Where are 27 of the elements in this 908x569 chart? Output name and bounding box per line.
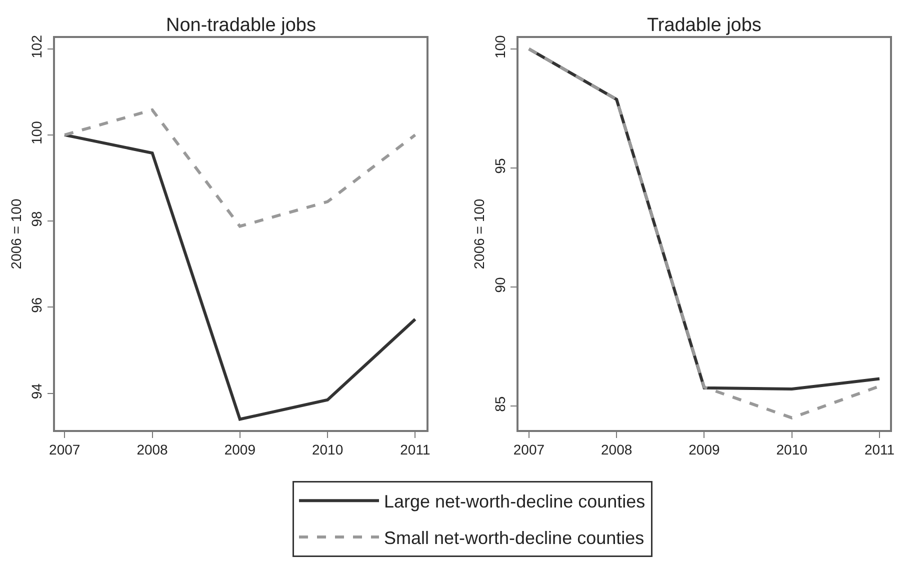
y-tick-label: 95: [492, 158, 508, 174]
x-tick-label: 2007: [513, 442, 545, 458]
x-tick-label: 2008: [600, 442, 632, 458]
y-axis-title: 2006 = 100: [8, 198, 24, 270]
y-axis-title: 2006 = 100: [471, 198, 488, 270]
y-tick-label: 102: [28, 34, 45, 58]
x-tick-label: 2009: [688, 442, 720, 458]
chart-title: Non-tradable jobs: [166, 15, 316, 36]
line-series: [63, 133, 417, 421]
y-tick-label: 90: [492, 277, 508, 293]
y-tick-label: 100: [28, 120, 45, 144]
chart-title: Tradable jobs: [647, 15, 762, 36]
y-tick-label: 94: [28, 383, 45, 400]
y-tick-label: 85: [492, 396, 508, 412]
y-tick-label: 98: [28, 210, 45, 227]
legend-label: Large net-worth-decline counties: [384, 492, 646, 512]
legend-label: Small net-worth-decline counties: [384, 528, 644, 548]
y-tick-label: 100: [492, 34, 508, 59]
y-tick-label: 96: [28, 297, 45, 313]
x-tick-label: 2008: [136, 442, 168, 458]
x-tick-label: 2011: [400, 442, 430, 458]
x-tick-label: 2010: [312, 442, 344, 458]
x-tick-label: 2010: [776, 442, 808, 458]
x-tick-label: 2009: [224, 442, 256, 458]
line-series: [63, 108, 417, 228]
x-tick-label: 2011: [864, 442, 895, 458]
x-tick-label: 2007: [49, 442, 80, 458]
